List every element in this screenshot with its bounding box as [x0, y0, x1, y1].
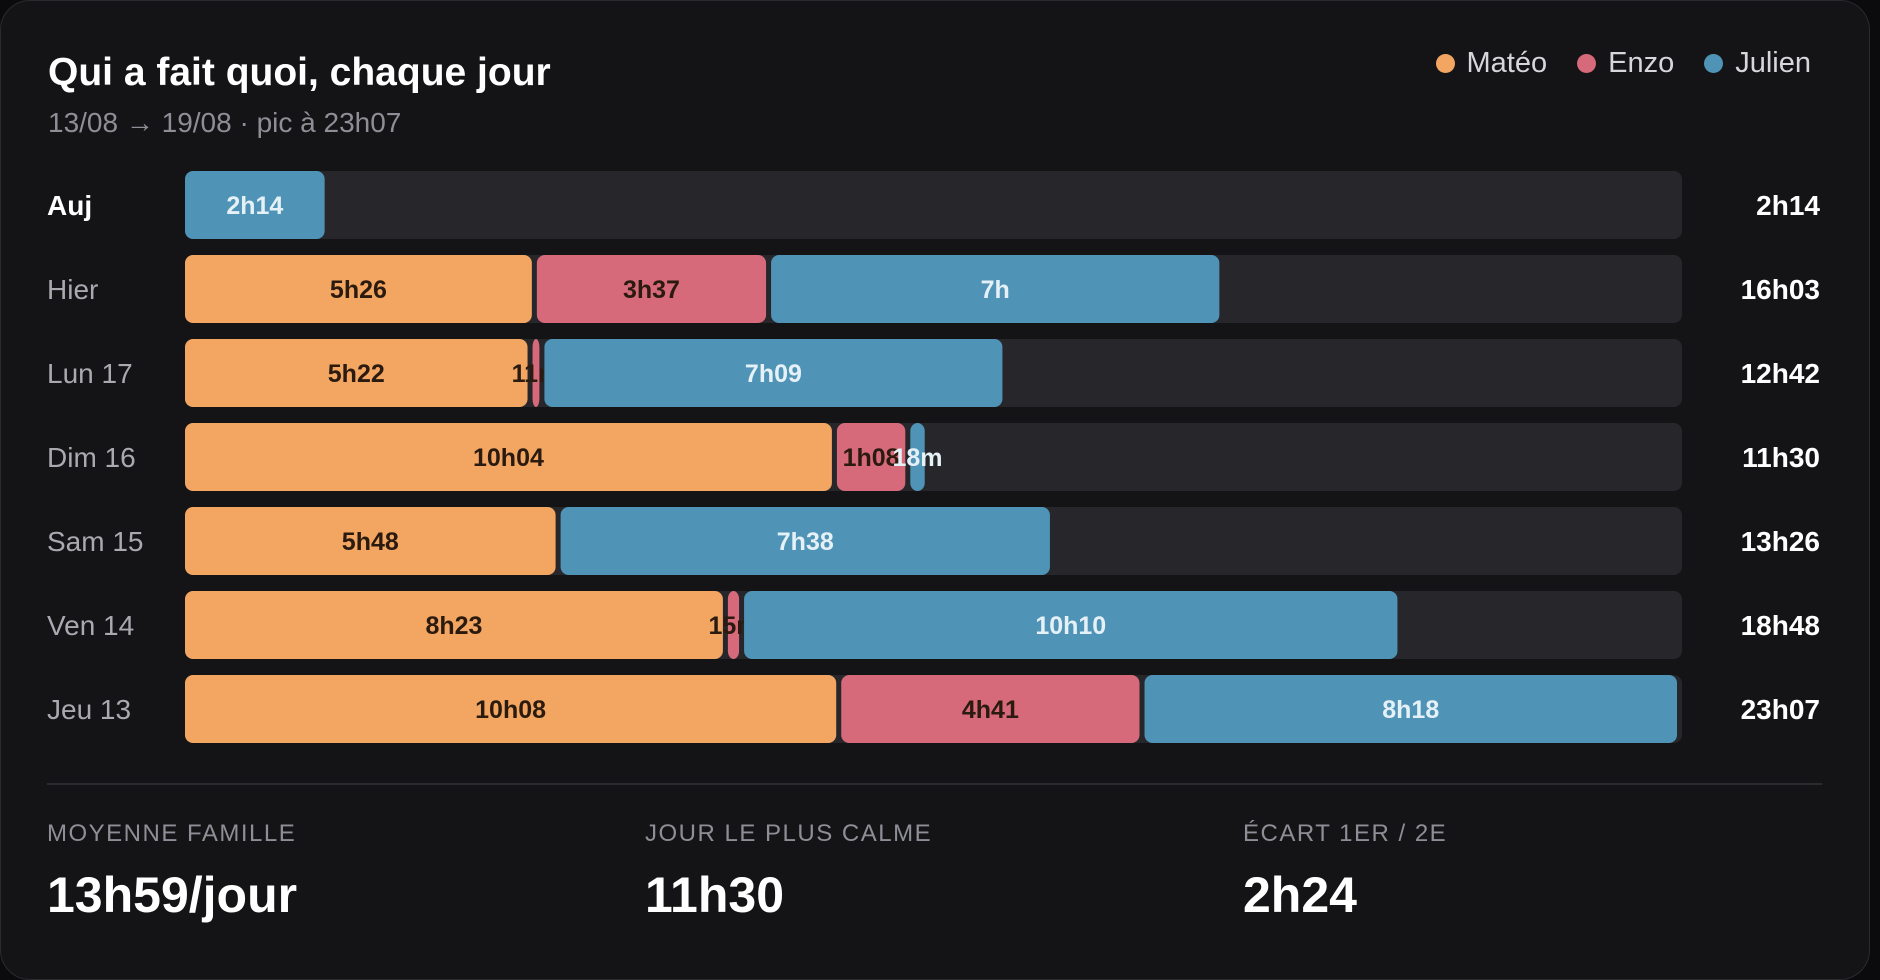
- legend-item-enzo[interactable]: Enzo: [1577, 47, 1674, 80]
- row-total-ven-14: 18h48: [1741, 610, 1820, 641]
- stacked-bar-chart: Auj 2h14 2h14 Hier 5h26 3h37 7h 16h03 Lun 17 5h22…: [47, 171, 1820, 743]
- bar-label-julien-ven-14: 10h10: [1035, 612, 1106, 640]
- row-total-lun-17: 12h42: [1741, 358, 1820, 389]
- legend-dot-julien: [1704, 54, 1724, 73]
- bar-segment-mateo-hier[interactable]: [185, 255, 532, 323]
- legend-item-julien[interactable]: Julien: [1704, 47, 1811, 80]
- row-label-sam-15: Sam 15: [47, 526, 144, 557]
- legend-item-mateo[interactable]: Matéo: [1435, 47, 1548, 80]
- bar-segment-mateo-dim-16[interactable]: [185, 423, 832, 491]
- stat-calmest-day-value: 11h30: [645, 867, 785, 923]
- stat-average-value: 13h59/jour: [47, 867, 298, 923]
- row-label-lun-17: Lun 17: [47, 358, 133, 389]
- bar-label-enzo-jeu-13: 4h41: [962, 696, 1019, 724]
- bar-label-julien-jeu-13: 8h18: [1382, 696, 1439, 724]
- chart-title: Qui a fait quoi, chaque jour: [48, 51, 551, 94]
- legend-dot-mateo: [1435, 54, 1455, 73]
- row-total-auj: 2h14: [1756, 190, 1820, 221]
- bar-segment-enzo-dim-16[interactable]: [836, 423, 906, 491]
- bar-label-julien-sam-15: 7h38: [777, 528, 834, 556]
- stat-average: MOYENNE FAMILLE 13h59/jour: [47, 820, 297, 924]
- bar-label-mateo-sam-15: 5h48: [342, 528, 399, 556]
- legend: Matéo Enzo Julien: [1435, 47, 1811, 80]
- bar-track-auj: [185, 171, 1682, 239]
- bar-label-mateo-dim-16: 10h04: [473, 444, 544, 472]
- row-label-jeu-13: Jeu 13: [47, 694, 131, 725]
- bar-label-julien-lun-17: 7h09: [745, 360, 802, 388]
- bar-label-mateo-jeu-13: 10h08: [475, 696, 546, 724]
- stat-calmest-day-label: JOUR LE PLUS CALME: [645, 820, 933, 847]
- bar-label-enzo-dim-16: 1h08: [843, 444, 900, 472]
- stat-gap: ÉCART 1ER / 2E 2h24: [1243, 820, 1447, 924]
- stat-average-label: MOYENNE FAMILLE: [47, 820, 297, 847]
- bar-segment-enzo-jeu-13[interactable]: [841, 675, 1140, 743]
- stat-gap-label: ÉCART 1ER / 2E: [1243, 820, 1448, 847]
- bar-segment-julien-lun-17[interactable]: [544, 339, 1003, 407]
- stat-gap-value: 2h24: [1243, 867, 1357, 923]
- bar-label-julien-dim-16: 18m: [892, 444, 942, 472]
- legend-label-enzo: Enzo: [1608, 47, 1675, 79]
- row-total-jeu-13: 23h07: [1741, 694, 1820, 725]
- bar-label-mateo-ven-14: 8h23: [425, 612, 482, 640]
- bar-segment-mateo-ven-14[interactable]: [185, 591, 723, 659]
- bar-segment-julien-auj[interactable]: [185, 171, 325, 239]
- bar-label-julien-hier: 7h: [981, 276, 1010, 304]
- stat-calmest-day: JOUR LE PLUS CALME 11h30: [645, 820, 932, 924]
- row-total-dim-16: 11h30: [1742, 442, 1820, 473]
- bar-segment-julien-dim-16[interactable]: [910, 423, 925, 491]
- row-label-auj: Auj: [47, 190, 92, 221]
- bar-label-mateo-lun-17: 5h22: [328, 360, 385, 388]
- bar-segment-julien-hier[interactable]: [771, 255, 1220, 323]
- chart-subtitle: 13/08 → 19/08 · pic à 23h07: [48, 107, 402, 138]
- bar-segment-mateo-sam-15[interactable]: [185, 507, 556, 575]
- bar-label-julien-auj: 2h14: [226, 192, 283, 220]
- row-label-dim-16: Dim 16: [47, 442, 136, 473]
- legend-label-julien: Julien: [1735, 47, 1811, 79]
- bar-segment-mateo-jeu-13[interactable]: [185, 675, 837, 743]
- bar-segment-julien-sam-15[interactable]: [560, 507, 1050, 575]
- row-total-hier: 16h03: [1741, 274, 1820, 305]
- divider: [47, 783, 1822, 785]
- bar-segment-enzo-lun-17[interactable]: [532, 339, 540, 407]
- bar-segment-julien-jeu-13[interactable]: [1144, 675, 1677, 743]
- bar-segment-enzo-ven-14[interactable]: [727, 591, 740, 659]
- legend-label-mateo: Matéo: [1466, 47, 1548, 79]
- row-total-sam-15: 13h26: [1741, 526, 1820, 557]
- bar-label-mateo-hier: 5h26: [330, 276, 387, 304]
- bar-label-enzo-hier: 3h37: [623, 276, 680, 304]
- legend-dot-enzo: [1577, 54, 1597, 73]
- row-label-ven-14: Ven 14: [47, 610, 134, 641]
- bar-segment-enzo-hier[interactable]: [536, 255, 767, 323]
- bar-segment-julien-ven-14[interactable]: [744, 591, 1398, 659]
- bar-segment-mateo-lun-17[interactable]: [185, 339, 528, 407]
- row-label-hier: Hier: [47, 274, 98, 305]
